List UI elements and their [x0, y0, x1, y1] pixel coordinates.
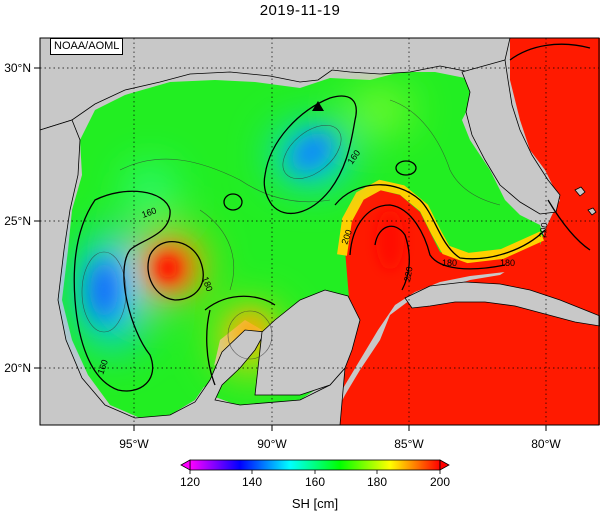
contour-180-mexico: [204, 295, 276, 386]
contour-small-loop-2: [395, 160, 417, 176]
loop-rim: [337, 179, 545, 264]
contour-labels: 160 160 160 180 180 200 220 180 200: [95, 148, 549, 376]
contour-label: 160: [140, 205, 158, 220]
colorbar-unit-label: SH [cm]: [291, 496, 339, 511]
thin-contours: [81, 99, 501, 360]
colorbar-tick-label: 160: [305, 475, 325, 489]
map-title: 2019-11-19: [259, 2, 341, 19]
colorbar-tick-label: 120: [180, 475, 200, 489]
mexico-coast: [40, 119, 346, 425]
bahamas-islands: [574, 186, 597, 216]
caribbean-sea: [330, 38, 600, 425]
contour-220-loop: [374, 225, 410, 291]
lon-tick-label: 95°W: [119, 437, 149, 451]
contour-label: 180: [200, 275, 215, 293]
contour-label: 220: [402, 266, 414, 283]
contour-label: 180: [500, 258, 515, 268]
lon-tick-label: 90°W: [257, 437, 287, 451]
lon-tick-label: 85°W: [394, 437, 424, 451]
colorbar-tick-label: 140: [242, 475, 262, 489]
tick-marks: [34, 67, 547, 431]
colorbar-tick-label: 200: [430, 475, 450, 489]
contour-160-west: [73, 190, 171, 392]
contour-200-loop: [349, 204, 506, 270]
colorbar-gradient: [189, 459, 441, 471]
map-plot-area: 160 160 160 180 180 200 220 180 200: [40, 38, 600, 425]
contour-label: 180: [442, 258, 457, 268]
colorbar: 120 140 160 180 200: [180, 459, 450, 489]
major-contours: [73, 43, 591, 392]
credit-label: NOAA/AOML: [50, 38, 124, 55]
contour-180-eddy: [147, 240, 204, 301]
graticule: [40, 38, 600, 425]
gulf-basin: [62, 72, 545, 418]
lat-tick-label: 30°N: [4, 61, 31, 75]
sea-height-field: [62, 38, 600, 425]
triangle-icon: [312, 101, 324, 111]
cuba-island: [404, 281, 600, 327]
colorbar-max-arrow: [439, 459, 450, 471]
contour-label: 200: [339, 228, 354, 246]
lat-tick-label: 25°N: [4, 214, 31, 228]
contour-small-loop-1: [223, 193, 243, 211]
contour-atlantic: [509, 43, 591, 251]
colorbar-tick-label: 180: [367, 475, 387, 489]
contour-label: 200: [537, 222, 549, 239]
lon-tick-label: 80°W: [531, 437, 561, 451]
contour-label: 160: [95, 358, 110, 376]
land-masses: [40, 38, 600, 425]
lat-tick-label: 20°N: [4, 361, 31, 375]
plot-frame: [39, 37, 600, 426]
contour-180-loop: [334, 184, 546, 260]
yucatan-peninsula: [254, 289, 361, 396]
colorbar-min-arrow: [180, 459, 191, 471]
